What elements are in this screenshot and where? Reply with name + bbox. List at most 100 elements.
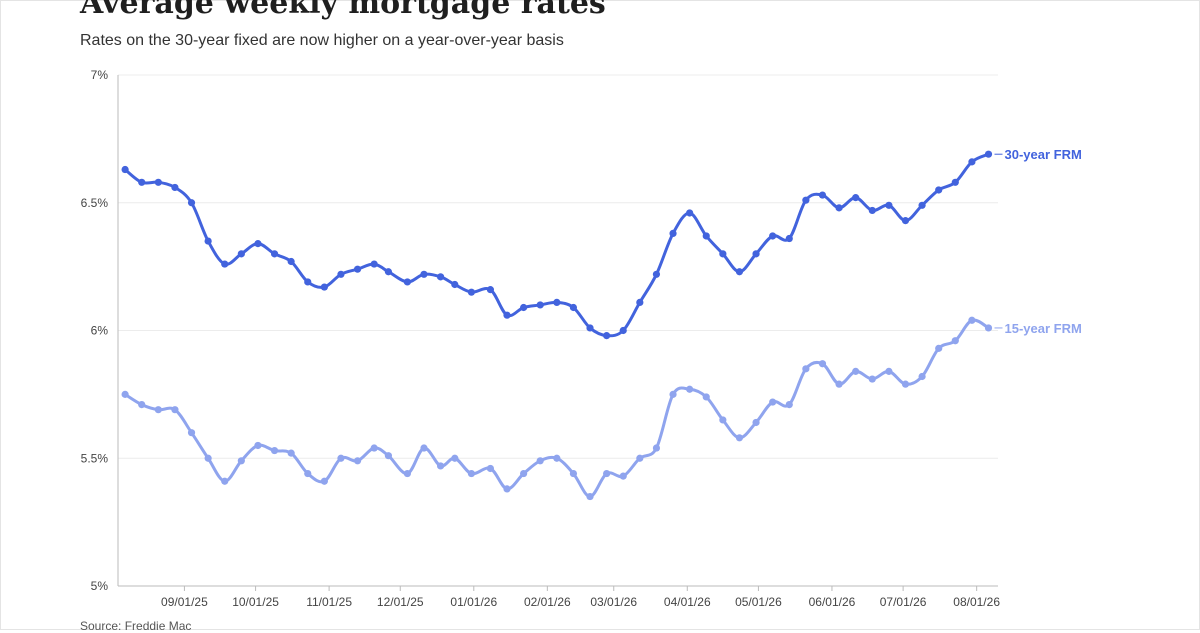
x-tick-label: 08/01/26 — [953, 595, 1000, 609]
data-point — [802, 196, 810, 204]
source-note: Source: Freddie Mac — [80, 619, 192, 633]
data-point — [901, 217, 910, 225]
data-point — [802, 365, 810, 373]
data-point — [569, 469, 578, 478]
data-point — [221, 260, 229, 268]
data-point — [769, 232, 777, 240]
data-point — [935, 344, 943, 352]
x-tick-label: 11/01/25 — [306, 595, 352, 609]
data-point — [403, 278, 411, 286]
data-point — [719, 250, 727, 258]
data-point — [852, 194, 860, 202]
chart-subtitle: Rates on the 30-year fixed are now highe… — [80, 32, 564, 49]
data-point — [719, 416, 727, 424]
data-point — [503, 485, 511, 493]
data-point — [835, 204, 843, 212]
x-tick-label: 05/01/26 — [735, 595, 782, 609]
data-point — [603, 332, 611, 340]
data-point — [852, 367, 860, 375]
axes — [117, 75, 998, 587]
data-point — [868, 375, 876, 383]
data-point — [287, 449, 295, 457]
data-point — [636, 298, 644, 306]
data-point — [918, 372, 926, 381]
data-point — [984, 324, 993, 332]
data-point — [520, 303, 528, 312]
data-point — [686, 209, 694, 217]
data-point — [237, 457, 245, 465]
data-point — [619, 472, 627, 480]
y-tick-label: 6.5% — [81, 196, 109, 210]
series-label: 30-year FRM — [1005, 147, 1082, 162]
data-point — [304, 278, 312, 286]
x-tick-label: 10/01/25 — [232, 595, 279, 609]
data-point — [237, 250, 245, 258]
data-point — [138, 178, 146, 186]
data-point — [254, 240, 262, 248]
data-point — [320, 283, 328, 291]
data-point — [669, 390, 677, 398]
data-point — [254, 441, 262, 450]
y-axis-ticks: 5% 5.5% 6% 6.5% 7% — [81, 68, 109, 593]
data-point — [686, 385, 694, 393]
data-point — [619, 326, 627, 335]
data-point — [353, 265, 362, 273]
data-point — [451, 454, 459, 462]
data-point — [984, 150, 993, 158]
data-point — [968, 316, 976, 324]
data-point — [636, 454, 644, 462]
data-point — [935, 186, 943, 194]
data-point — [370, 444, 378, 452]
y-tick-label: 5.5% — [81, 451, 109, 465]
data-point — [436, 273, 445, 281]
x-tick-label: 09/01/25 — [161, 595, 208, 609]
x-tick-label: 02/01/26 — [524, 595, 571, 609]
data-point — [520, 469, 528, 478]
data-point — [885, 367, 893, 375]
grid-lines — [118, 74, 998, 459]
data-point — [420, 270, 428, 278]
data-point — [885, 201, 893, 209]
x-tick-label: 06/01/26 — [809, 595, 856, 609]
x-axis-ticks: 09/01/25 10/01/25 11/01/25 12/01/25 01/01/26… — [161, 586, 1000, 609]
data-point — [270, 250, 279, 258]
data-point — [353, 457, 362, 465]
data-point — [486, 464, 494, 473]
data-point — [204, 454, 212, 462]
data-point — [154, 406, 162, 414]
data-point — [503, 311, 511, 319]
data-point — [187, 429, 196, 437]
data-point — [138, 400, 146, 409]
x-tick-label: 01/01/26 — [450, 595, 497, 609]
y-tick-label: 5% — [91, 579, 109, 593]
data-point — [287, 257, 295, 266]
data-point — [951, 337, 959, 345]
data-point — [901, 380, 910, 388]
data-point — [586, 492, 594, 501]
data-point — [451, 280, 459, 289]
data-point — [221, 477, 229, 485]
y-tick-label: 6% — [91, 324, 109, 338]
data-point — [918, 201, 926, 209]
data-point — [735, 268, 744, 276]
data-point — [304, 469, 312, 478]
data-point — [270, 446, 279, 455]
data-point — [652, 444, 661, 452]
y-tick-label: 7% — [91, 68, 109, 82]
data-point — [403, 469, 411, 478]
data-point — [420, 444, 428, 452]
data-point — [121, 165, 129, 174]
data-point — [467, 288, 476, 296]
data-point — [467, 469, 476, 478]
data-point — [586, 324, 594, 332]
data-point — [553, 298, 561, 306]
data-point — [669, 229, 677, 238]
data-point — [536, 301, 544, 309]
data-point — [702, 232, 710, 240]
series-label: 15-year FRM — [1005, 321, 1082, 336]
data-point — [436, 462, 445, 470]
data-point — [835, 380, 843, 388]
data-point — [569, 303, 578, 312]
data-point — [951, 178, 959, 186]
